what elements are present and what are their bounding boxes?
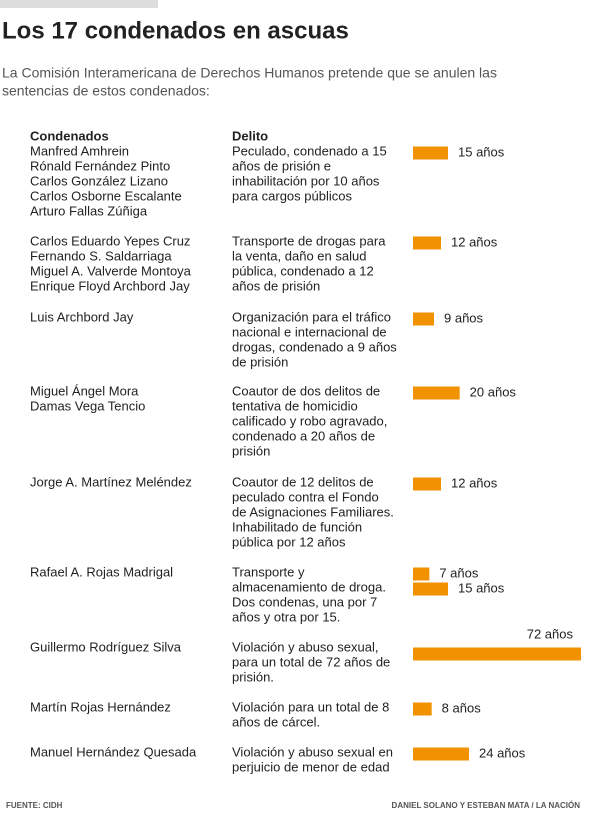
name: Carlos Eduardo Yepes Cruz <box>30 233 190 248</box>
sentence-label: 9 años <box>444 310 484 325</box>
sentence-label: 15 años <box>458 580 505 595</box>
crime: prisión. <box>232 669 274 684</box>
sentence-bar <box>413 236 441 250</box>
crime: drogas, condenado a 9 años <box>232 339 397 354</box>
crime: almacenamiento de droga. <box>232 579 386 594</box>
crime: prisión <box>232 443 270 458</box>
sentence-bar <box>413 146 448 160</box>
crime: Dos condenas, una por 7 <box>232 594 377 609</box>
crime: Transporte y <box>232 564 305 579</box>
sentence-label: 12 años <box>451 234 498 249</box>
column-header: Condenados <box>30 128 109 143</box>
sentence-bar <box>413 386 460 400</box>
name: Guillermo Rodríguez Silva <box>30 639 182 654</box>
crime: nacional e internacional de <box>232 324 387 339</box>
sentence-bar <box>413 582 448 596</box>
crime: para un total de 72 años de <box>232 654 390 669</box>
crime: pública, condenado a 12 <box>232 263 374 278</box>
sentence-label: 15 años <box>458 144 505 159</box>
subtitle: La Comisión Interamericana de Derechos H… <box>2 65 497 81</box>
crime: Peculado, condenado a 15 <box>232 143 387 158</box>
name: Jorge A. Martínez Meléndez <box>30 474 192 489</box>
name: Rónald Fernández Pinto <box>30 158 170 173</box>
crime: Violación y abuso sexual, <box>232 639 378 654</box>
name: Damas Vega Tencio <box>30 398 145 413</box>
sentence-label: 20 años <box>470 384 517 399</box>
sentence-bar <box>413 747 469 761</box>
sentence-bar <box>413 647 581 661</box>
sentence-bar <box>413 567 430 581</box>
sentence-label: 72 años <box>527 626 574 641</box>
crime: para cargos públicos <box>232 188 352 203</box>
name: Arturo Fallas Zúñiga <box>30 203 148 218</box>
sentence-label: 24 años <box>479 745 526 760</box>
crime: Coautor de 12 delitos de <box>232 474 374 489</box>
sentence-bar <box>413 702 432 716</box>
crime: Organización para el tráfico <box>232 309 391 324</box>
crime: la venta, daño en salud <box>232 248 366 263</box>
crime: años de prisión e <box>232 158 331 173</box>
source: FUENTE: CIDH <box>6 801 63 810</box>
crime: condenado a 20 años de <box>232 428 375 443</box>
name: Luis Archbord Jay <box>30 309 134 324</box>
crime: años de prisión <box>232 278 320 293</box>
column-header: Delito <box>232 128 268 143</box>
crime: peculado contra el Fondo <box>232 489 379 504</box>
crime: inhabilitación por 10 años <box>232 173 380 188</box>
crime: de Asignaciones Familiares. <box>232 504 394 519</box>
crime: de prisión <box>232 354 288 369</box>
crime: años de cárcel. <box>232 714 320 729</box>
name: Fernando S. Saldarriaga <box>30 248 172 263</box>
sentence-label: 8 años <box>442 700 482 715</box>
crime: Coautor de dos delitos de <box>232 383 380 398</box>
crime: Transporte de drogas para <box>232 233 386 248</box>
crime: tentativa de homicidio <box>232 398 358 413</box>
name: Carlos Osborne Escalante <box>30 188 182 203</box>
name: Rafael A. Rojas Madrigal <box>30 564 173 579</box>
sentence-bar <box>413 477 441 491</box>
crime: Violación y abuso sexual en <box>232 744 393 759</box>
name: Enrique Floyd Archbord Jay <box>30 278 190 293</box>
title: Los 17 condenados en ascuas <box>2 17 349 44</box>
crime: Violación para un total de 8 <box>232 699 389 714</box>
crime: pública por 12 años <box>232 534 346 549</box>
subtitle: sentencias de estos condenados: <box>2 83 210 99</box>
name: Martín Rojas Hernández <box>30 699 171 714</box>
name: Manuel Hernández Quesada <box>30 744 197 759</box>
crime: años y otra por 15. <box>232 609 340 624</box>
crime: Inhabilitado de función <box>232 519 362 534</box>
name: Manfred Amhrein <box>30 143 129 158</box>
top-strip <box>0 0 158 8</box>
credit: DANIEL SOLANO Y ESTEBAN MATA / LA NACIÓN <box>392 801 581 810</box>
crime: calificado y robo agravado, <box>232 413 387 428</box>
name: Miguel Ángel Mora <box>30 383 139 398</box>
sentence-label: 12 años <box>451 475 498 490</box>
name: Carlos González Lizano <box>30 173 168 188</box>
name: Miguel A. Valverde Montoya <box>30 263 192 278</box>
sentence-label: 7 años <box>439 565 479 580</box>
sentence-bar <box>413 312 434 326</box>
crime: perjuicio de menor de edad <box>232 759 390 774</box>
